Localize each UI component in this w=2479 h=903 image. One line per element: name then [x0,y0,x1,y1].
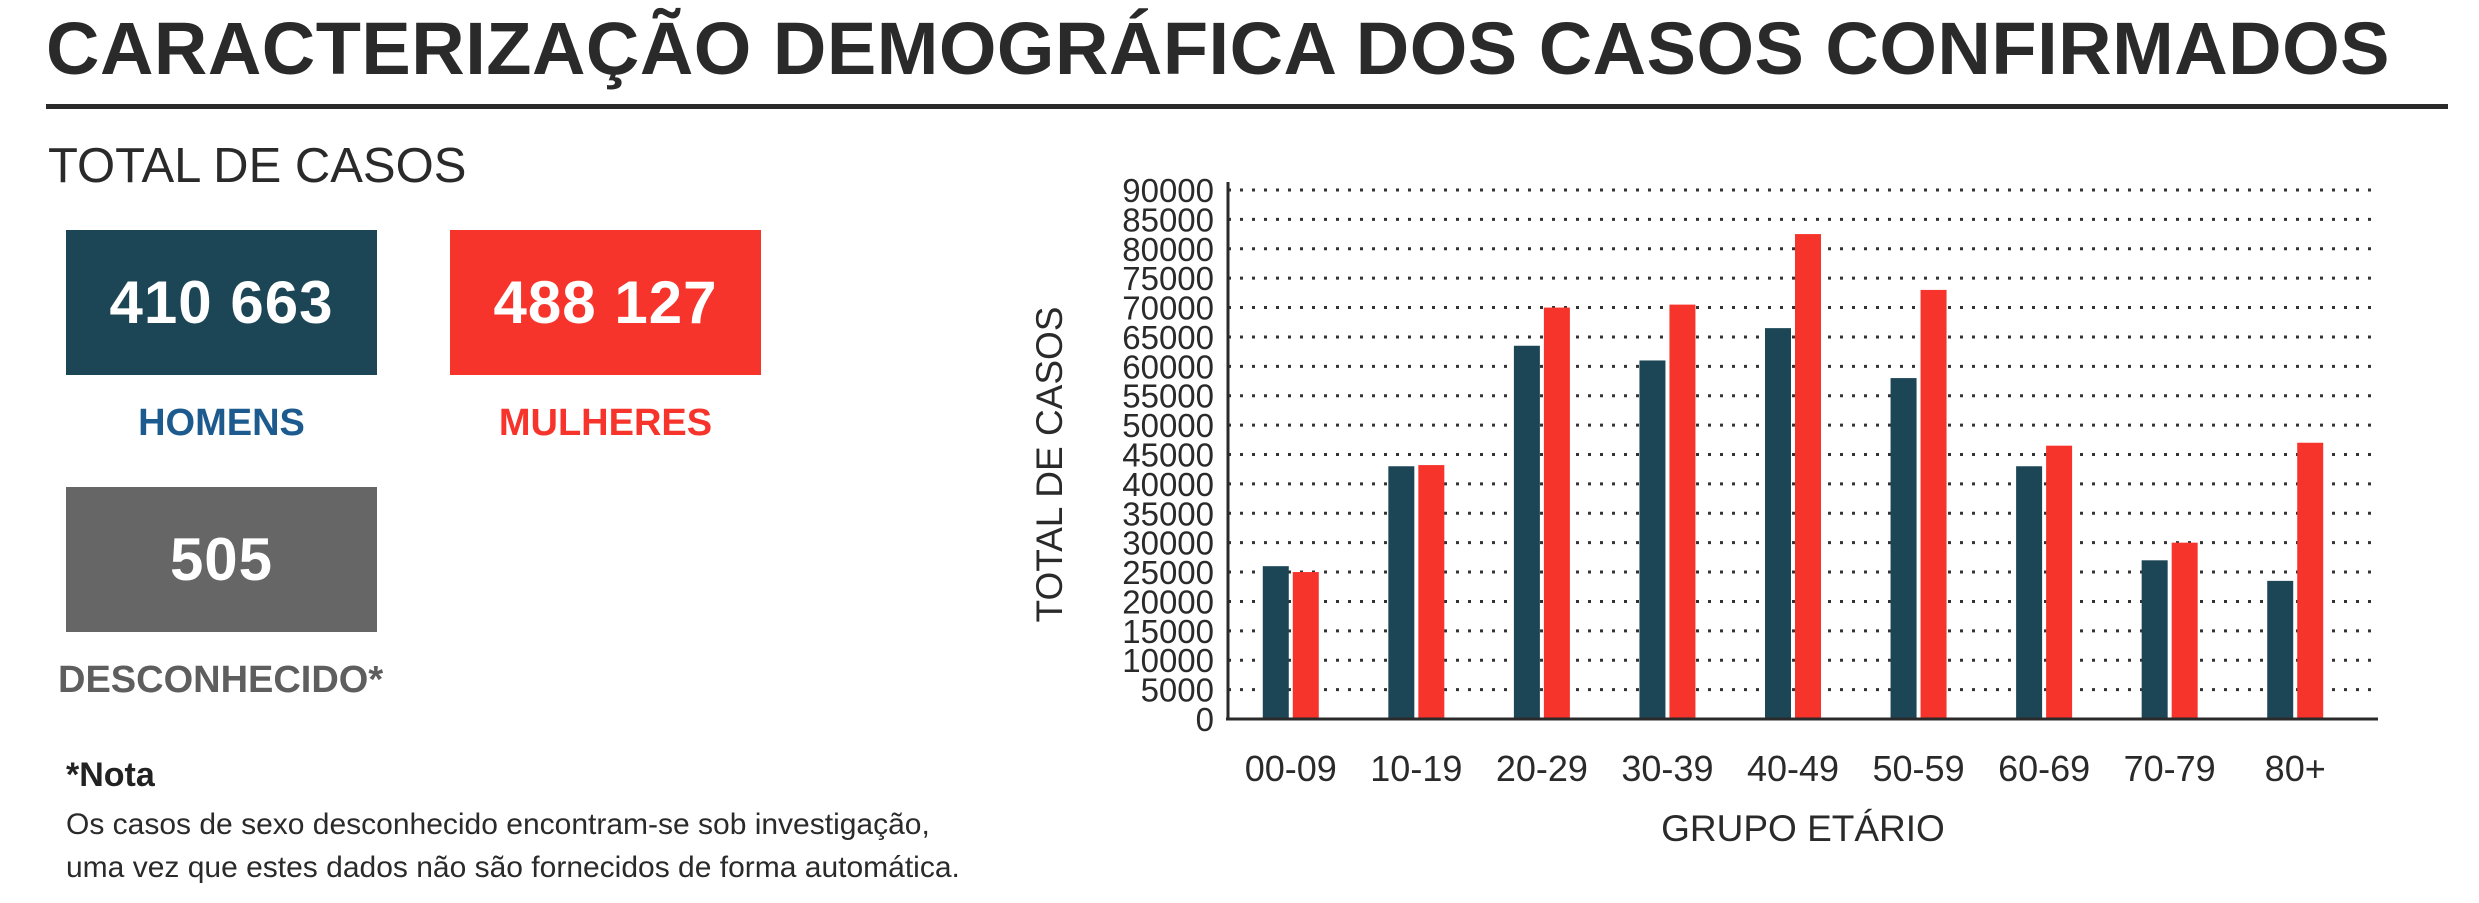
y-axis-ticks: 0500010000150002000025000300003500040000… [1122,172,1214,738]
chart-bars [1262,234,2324,719]
y-tick-label: 45000 [1122,437,1214,474]
y-tick-label: 10000 [1122,642,1214,679]
y-tick-label: 90000 [1122,172,1214,209]
bar-women-10-19 [1418,465,1445,719]
women-label: MULHERES [498,402,713,444]
bar-women-20-29 [1543,307,1570,719]
y-tick-label: 50000 [1122,407,1214,444]
bar-men-10-19 [1388,466,1415,719]
unknown-total-box: 505 [66,487,377,632]
y-tick-label: 75000 [1122,260,1214,297]
note-title: *Nota [66,756,155,794]
women-total-value: 488 127 [493,269,718,336]
x-tick-label: 30-39 [1621,748,1713,789]
x-axis-ticks: 00-09 10-19 20-29 30-39 40-49 50-59 60-69 70-79… [1245,748,2326,789]
x-tick-label: 70-79 [2124,748,2216,789]
bar-women-50-59 [1920,289,1947,719]
bar-women-70-79 [2171,542,2198,719]
x-tick-label: 60-69 [1998,748,2090,789]
bar-men-70-79 [2141,560,2168,719]
y-tick-label: 80000 [1122,231,1214,268]
x-axis-title: GRUPO ETÁRIO [1661,808,1945,849]
unknown-label: DESCONHECIDO* [58,659,384,701]
y-tick-label: 0 [1196,701,1214,738]
y-tick-label: 55000 [1122,378,1214,415]
bar-women-00-09 [1292,572,1319,719]
x-tick-label: 00-09 [1245,748,1337,789]
bar-men-00-09 [1262,566,1289,719]
y-tick-label: 35000 [1122,495,1214,532]
x-tick-label: 40-49 [1747,748,1839,789]
bar-women-60-69 [2046,445,2073,719]
bar-men-30-39 [1639,360,1666,719]
x-tick-label: 50-59 [1873,748,1965,789]
bar-women-80+ [2297,442,2324,719]
y-axis-title: TOTAL DE CASOS [1029,307,1070,623]
note-line: Os casos de sexo desconhecido encontram-… [66,808,930,841]
y-tick-label: 70000 [1122,290,1214,327]
x-tick-label: 10-19 [1370,748,1462,789]
women-total-box: 488 127 [450,230,761,375]
x-tick-label: 80+ [2265,748,2326,789]
men-label: HOMENS [138,402,305,444]
y-tick-label: 65000 [1122,319,1214,356]
bar-men-80+ [2267,580,2294,719]
y-tick-label: 40000 [1122,466,1214,503]
bar-men-40-49 [1765,328,1791,719]
bar-women-40-49 [1795,234,1821,719]
bar-men-50-59 [1890,378,1917,719]
y-tick-label: 30000 [1122,525,1214,562]
bar-men-60-69 [2016,466,2043,719]
y-tick-label: 25000 [1122,554,1214,591]
x-tick-label: 20-29 [1496,748,1588,789]
men-total-box: 410 663 [66,230,377,375]
y-tick-label: 15000 [1122,613,1214,650]
age-group-bar-chart: 0500010000150002000025000300003500040000… [1029,172,2378,849]
y-tick-label: 60000 [1122,348,1214,385]
unknown-total-value: 505 [169,526,274,593]
y-tick-label: 20000 [1122,583,1214,620]
page-title: CARACTERIZAÇÃO DEMOGRÁFICA DOS CASOS CON… [46,7,2391,90]
total-cases-heading: TOTAL DE CASOS [48,139,467,193]
bar-women-30-39 [1669,304,1696,719]
bar-men-20-29 [1513,345,1540,719]
y-tick-label: 5000 [1141,672,1214,709]
y-tick-label: 85000 [1122,201,1214,238]
title-divider [46,104,2448,109]
men-total-value: 410 663 [109,269,334,336]
note-line: uma vez que estes dados não são fornecid… [66,851,960,884]
